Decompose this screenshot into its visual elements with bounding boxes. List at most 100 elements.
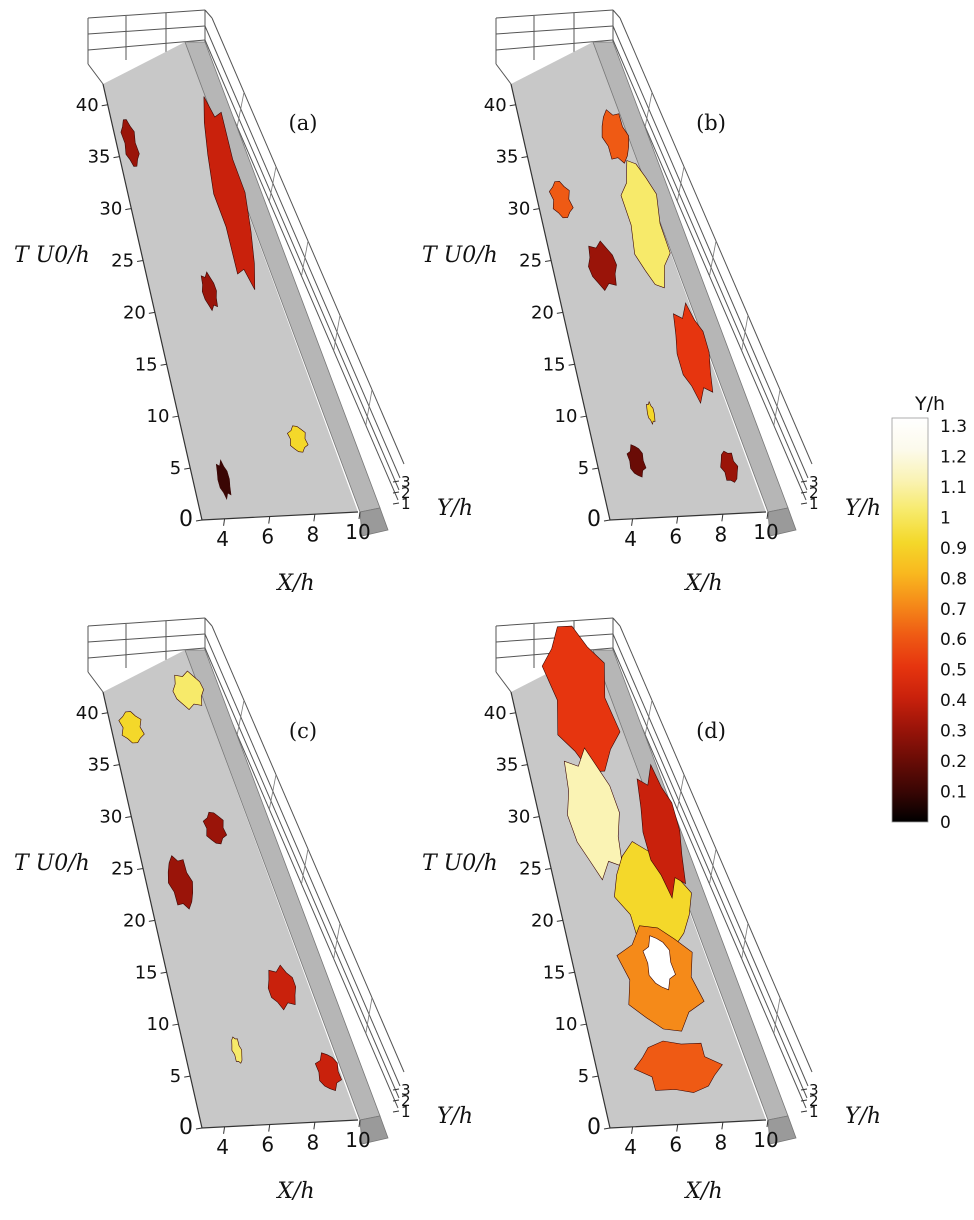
colorbar-tick-label: 0.6 xyxy=(940,630,967,650)
vortex-structure xyxy=(314,1052,342,1091)
colorbar-tick-label: 0.5 xyxy=(940,661,967,681)
vortex-structure xyxy=(172,670,204,711)
colorbar-tick-label: 0.4 xyxy=(940,691,967,711)
colorbar-tick-label: 0.8 xyxy=(940,569,967,589)
colorbar-tick-label: 0.7 xyxy=(940,600,967,620)
colorbar-tick-label: 0.2 xyxy=(940,752,967,772)
colorbar-tick-label: 0.9 xyxy=(940,539,967,559)
x-axis-title: X/h xyxy=(683,1179,722,1204)
step-end xyxy=(359,507,389,537)
vortex-structure xyxy=(620,160,671,289)
t-tick-label: 10 xyxy=(147,1014,170,1035)
t-axis-title: T U0/h xyxy=(14,851,90,876)
t-tick-label: 30 xyxy=(507,807,530,828)
t-axis: 0 5 10 15 20 25 30 35 40 xyxy=(76,703,203,1140)
t-tick-label: 20 xyxy=(531,302,554,323)
panel-c: 0 5 10 15 20 25 30 35 40 4 6 8 10 123 (c) T U0/h X/h Y/h xyxy=(14,617,473,1204)
x-tick-label: 8 xyxy=(306,522,319,546)
x-axis-title: X/h xyxy=(683,571,722,596)
y-axis: 123 xyxy=(392,473,411,513)
vortex-structure xyxy=(563,747,623,881)
vortex-structure xyxy=(601,109,629,164)
panel-label: (a) xyxy=(289,111,318,135)
colorbar: Y/h1.3 1.2 1.1 1 0.9 0.8 0.7 0.6 0.5 0.4 0.3 0.2 0.1… xyxy=(891,393,967,833)
y-axis-title: Y/h xyxy=(845,1104,881,1129)
y-axis: 123 xyxy=(800,473,819,513)
colorbar-tick-label: 0.3 xyxy=(940,722,967,742)
t-tick-label: 10 xyxy=(147,406,170,427)
colorbar-tick-label: 1.3 xyxy=(940,417,967,437)
y-tick-label: 1 xyxy=(401,495,411,513)
vortex-structure xyxy=(287,425,309,453)
y-axis-title: Y/h xyxy=(845,496,881,521)
x-axis: 4 6 8 10 xyxy=(624,1119,779,1159)
t-tick-label: 5 xyxy=(170,458,181,479)
panel-label: (d) xyxy=(696,719,726,743)
x-tick-label: 10 xyxy=(753,1128,778,1152)
vortex-structure xyxy=(720,450,739,483)
t-tick-label: 40 xyxy=(484,703,507,724)
t-axis: 0 5 10 15 20 25 30 35 40 xyxy=(76,95,203,532)
y-tick-label: 2 xyxy=(809,1092,819,1110)
vortex-structure xyxy=(200,271,218,312)
x-tick-label: 10 xyxy=(345,520,370,544)
vortex-structure xyxy=(673,302,714,404)
t-tick-label: 25 xyxy=(519,858,542,879)
colorbar-tick-label: 1 xyxy=(940,508,951,528)
x-tick-label: 6 xyxy=(261,1133,274,1157)
vortex-structure xyxy=(588,240,617,292)
x-tick-label: 4 xyxy=(216,527,229,551)
t-tick-label: 20 xyxy=(123,910,146,931)
x-tick-label: 6 xyxy=(669,525,682,549)
vortex-structure xyxy=(167,855,194,910)
y-tick-label: 1 xyxy=(809,495,819,513)
t-tick-label: 0 xyxy=(587,507,601,532)
t-tick-label: 15 xyxy=(135,962,158,983)
x-tick-label: 4 xyxy=(216,1135,229,1159)
x-tick-label: 6 xyxy=(261,525,274,549)
vortex-structure xyxy=(215,459,232,500)
colorbar-gradient xyxy=(891,417,929,823)
grid-box xyxy=(495,9,813,501)
t-axis-title: T U0/h xyxy=(422,243,498,268)
y-tick-label: 3 xyxy=(401,1081,411,1099)
y-axis: 123 xyxy=(392,1081,411,1121)
x-axis: 4 6 8 10 xyxy=(624,511,779,551)
x-tick-label: 8 xyxy=(714,1130,727,1154)
t-tick-label: 15 xyxy=(543,962,566,983)
t-tick-label: 20 xyxy=(123,302,146,323)
step-end xyxy=(767,507,797,537)
x-axis: 4 6 8 10 xyxy=(216,1119,371,1159)
vortex-structure xyxy=(642,935,676,991)
t-tick-label: 0 xyxy=(179,507,193,532)
y-tick-label: 2 xyxy=(401,484,411,502)
vortex-structure xyxy=(626,444,647,478)
t-axis-title: T U0/h xyxy=(14,243,90,268)
floor-plane xyxy=(103,42,358,520)
y-tick-label: 2 xyxy=(401,1092,411,1110)
t-axis: 0 5 10 15 20 25 30 35 40 xyxy=(484,703,611,1140)
x-tick-label: 4 xyxy=(624,527,637,551)
t-tick-label: 30 xyxy=(99,199,122,220)
panel-a: 0 5 10 15 20 25 30 35 40 4 6 8 10 123 (a) T U0/h X/h Y/h xyxy=(14,9,473,596)
t-tick-label: 25 xyxy=(519,250,542,271)
t-tick-label: 10 xyxy=(555,1014,578,1035)
t-tick-label: 10 xyxy=(555,406,578,427)
t-axis: 0 5 10 15 20 25 30 35 40 xyxy=(484,95,611,532)
vortex-structure xyxy=(636,763,686,900)
t-tick-label: 40 xyxy=(76,95,99,116)
y-axis-title: Y/h xyxy=(437,1104,473,1129)
y-axis-title: Y/h xyxy=(437,496,473,521)
colorbar-title: Y/h xyxy=(914,393,945,415)
y-tick-label: 3 xyxy=(401,473,411,491)
panel-b: 0 5 10 15 20 25 30 35 40 4 6 8 10 123 (b) T U0/h X/h Y/h xyxy=(422,9,881,596)
vortex-structure xyxy=(548,180,574,219)
y-axis: 123 xyxy=(800,1081,819,1121)
floor-plane xyxy=(511,42,766,520)
colorbar-tick-label: 0 xyxy=(940,813,951,833)
t-axis-title: T U0/h xyxy=(422,851,498,876)
x-tick-label: 10 xyxy=(345,1128,370,1152)
y-tick-label: 1 xyxy=(809,1103,819,1121)
y-tick-label: 2 xyxy=(809,484,819,502)
